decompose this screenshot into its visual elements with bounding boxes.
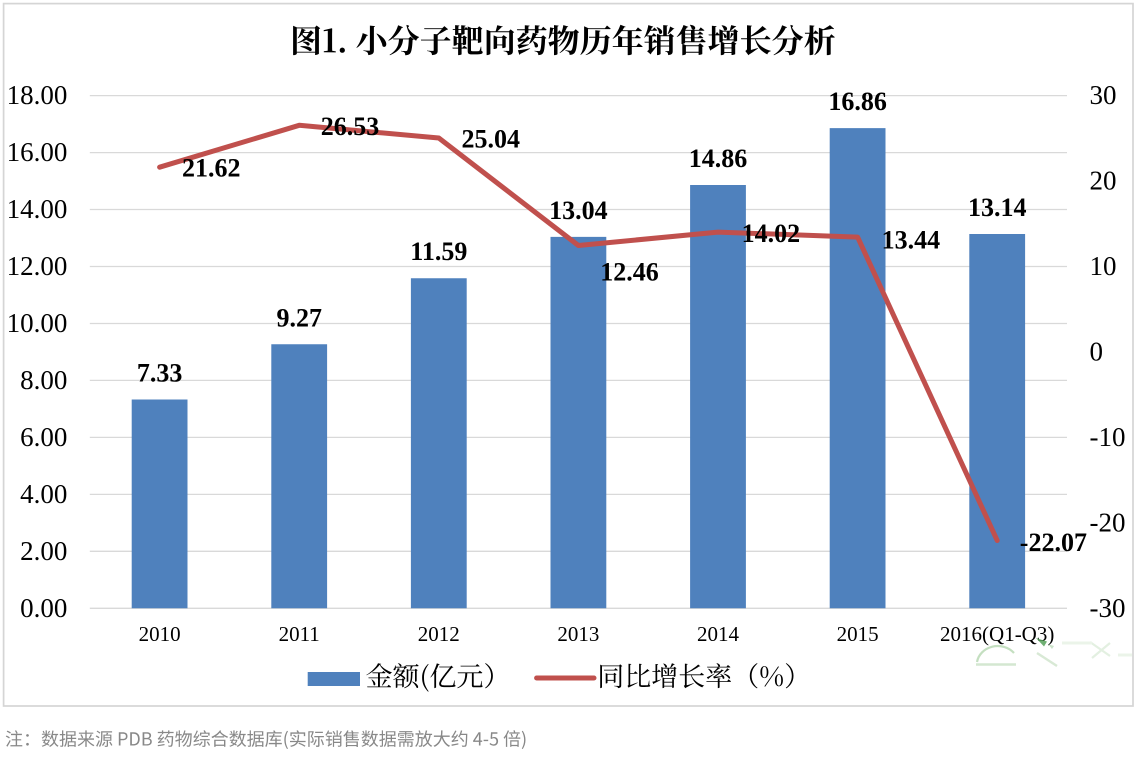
svg-text:2014: 2014 xyxy=(697,622,740,646)
svg-text:-20: -20 xyxy=(1090,507,1126,537)
svg-text:7.33: 7.33 xyxy=(137,359,183,388)
svg-text:20: 20 xyxy=(1090,166,1117,196)
svg-text:16.00: 16.00 xyxy=(7,137,68,167)
svg-text:2.00: 2.00 xyxy=(20,536,67,566)
svg-text:4.00: 4.00 xyxy=(20,479,67,509)
svg-text:8.00: 8.00 xyxy=(20,365,67,395)
svg-text:14.02: 14.02 xyxy=(742,219,801,248)
svg-text:2013: 2013 xyxy=(557,622,599,646)
svg-text:12.46: 12.46 xyxy=(600,257,659,286)
svg-text:2012: 2012 xyxy=(418,622,460,646)
svg-text:16.86: 16.86 xyxy=(828,87,887,116)
svg-text:14.00: 14.00 xyxy=(7,194,68,224)
svg-text:13.04: 13.04 xyxy=(549,196,608,225)
svg-text:13.14: 13.14 xyxy=(968,193,1027,222)
svg-text:9.27: 9.27 xyxy=(276,303,322,332)
svg-text:2015: 2015 xyxy=(837,622,879,646)
svg-text:0.00: 0.00 xyxy=(20,593,67,623)
svg-text:2011: 2011 xyxy=(279,622,320,646)
svg-text:2016(Q1-Q3): 2016(Q1-Q3) xyxy=(940,622,1054,646)
svg-text:-30: -30 xyxy=(1090,593,1126,623)
svg-text:6.00: 6.00 xyxy=(20,422,67,452)
svg-text:21.62: 21.62 xyxy=(182,154,241,183)
svg-text:12.00: 12.00 xyxy=(7,251,68,281)
svg-text:10: 10 xyxy=(1090,251,1117,281)
svg-text:26.53: 26.53 xyxy=(321,112,380,141)
svg-text:11.59: 11.59 xyxy=(410,237,467,266)
svg-text:14.86: 14.86 xyxy=(689,144,748,173)
svg-text:-22.07: -22.07 xyxy=(1020,528,1087,557)
svg-text:13.44: 13.44 xyxy=(882,225,941,254)
svg-text:18.00: 18.00 xyxy=(7,80,68,110)
svg-text:2010: 2010 xyxy=(139,622,181,646)
svg-text:-10: -10 xyxy=(1090,422,1126,452)
svg-text:30: 30 xyxy=(1090,80,1117,110)
svg-text:0: 0 xyxy=(1090,337,1104,367)
svg-text:25.04: 25.04 xyxy=(462,124,521,153)
svg-text:10.00: 10.00 xyxy=(7,308,68,338)
